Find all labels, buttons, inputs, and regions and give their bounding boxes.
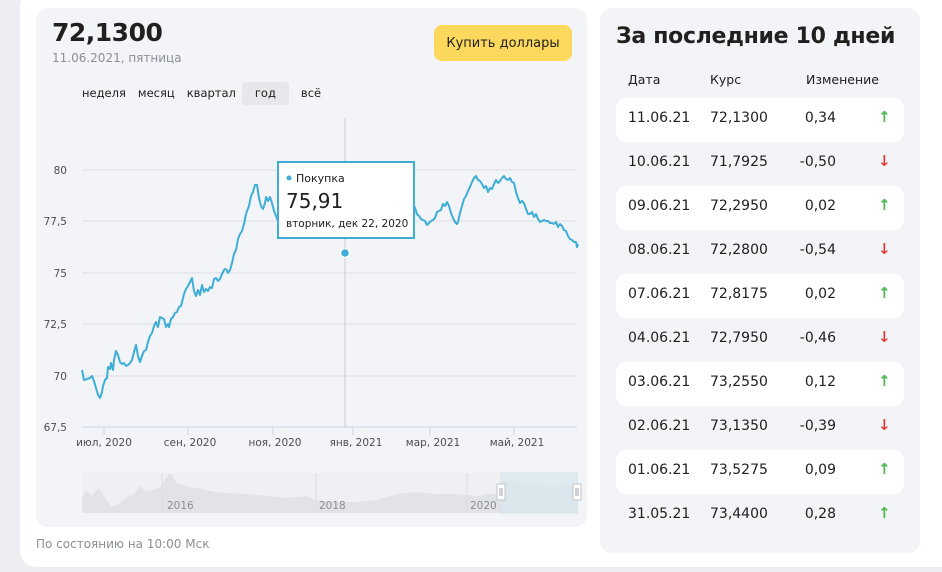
table-row: 11.06.21 72,1300 0,34 ↑ xyxy=(616,98,904,142)
column-header-rate: Курс xyxy=(710,72,742,87)
svg-text:2018: 2018 xyxy=(319,500,346,512)
row-rate: 72,2950 xyxy=(710,198,768,214)
svg-text:2020: 2020 xyxy=(470,500,497,512)
navigator-selected-range xyxy=(500,472,578,514)
row-date: 09.06.21 xyxy=(628,198,691,214)
period-all[interactable]: всё xyxy=(300,86,322,100)
row-change: 0,09 xyxy=(804,462,836,478)
column-header-date: Дата xyxy=(628,72,661,87)
series-dot-icon xyxy=(286,175,292,181)
table-row: 02.06.21 73,1350 -0,39 ↓ xyxy=(616,406,904,450)
row-change: 0,12 xyxy=(804,374,836,390)
arrow-down-icon: ↓ xyxy=(878,240,891,258)
row-change: 0,02 xyxy=(804,198,836,214)
arrow-down-icon: ↓ xyxy=(878,152,891,170)
svg-text:2016: 2016 xyxy=(167,500,194,512)
row-date: 07.06.21 xyxy=(628,286,691,302)
svg-text:67,5: 67,5 xyxy=(44,422,67,434)
table-title: За последние 10 дней xyxy=(616,24,896,49)
navigator-right-handle[interactable] xyxy=(572,483,582,501)
svg-text:75: 75 xyxy=(54,268,67,280)
svg-text:ноя, 2020: ноя, 2020 xyxy=(248,437,301,449)
x-axis-labels: июл, 2020 сен, 2020 ноя, 2020 янв, 2021 … xyxy=(76,437,544,449)
svg-text:77,5: 77,5 xyxy=(44,216,67,228)
column-header-change: Изменение xyxy=(806,72,879,87)
svg-text:Покупка: Покупка xyxy=(296,172,345,185)
row-change: 0,28 xyxy=(804,506,836,522)
arrow-down-icon: ↓ xyxy=(878,328,891,346)
period-year[interactable]: год xyxy=(241,82,289,105)
table-row: 03.06.21 73,2550 0,12 ↑ xyxy=(616,362,904,406)
svg-text:янв, 2021: янв, 2021 xyxy=(330,437,383,449)
navigator-left-handle[interactable] xyxy=(496,483,506,501)
period-quarter[interactable]: квартал xyxy=(186,86,236,100)
table-row: 10.06.21 71,7925 -0,50 ↓ xyxy=(616,142,904,186)
row-date: 08.06.21 xyxy=(628,242,691,258)
row-date: 10.06.21 xyxy=(628,154,691,170)
arrow-up-icon: ↑ xyxy=(878,108,891,126)
row-change: 0,34 xyxy=(804,110,836,126)
period-selector: неделя месяц квартал год всё xyxy=(76,82,327,105)
chart-tooltip: Покупка 75,91 вторник, дек 22, 2020 xyxy=(277,161,415,239)
table-row: 09.06.21 72,2950 0,02 ↑ xyxy=(616,186,904,230)
row-rate: 71,7925 xyxy=(710,154,768,170)
row-date: 03.06.21 xyxy=(628,374,691,390)
arrow-up-icon: ↑ xyxy=(878,284,891,302)
last-10-days-card: За последние 10 дней Дата Курс Изменение… xyxy=(600,8,920,553)
row-rate: 72,7950 xyxy=(710,330,768,346)
svg-text:сен, 2020: сен, 2020 xyxy=(164,437,217,449)
period-month[interactable]: месяц xyxy=(137,86,175,100)
row-date: 04.06.21 xyxy=(628,330,691,346)
svg-text:май, 2021: май, 2021 xyxy=(490,437,545,449)
table-row: 07.06.21 72,8175 0,02 ↑ xyxy=(616,274,904,318)
svg-text:72,5: 72,5 xyxy=(44,319,67,331)
arrow-up-icon: ↑ xyxy=(878,372,891,390)
current-rate: 72,1300 xyxy=(52,18,163,47)
tooltip-point-marker xyxy=(339,247,351,259)
row-change: 0,02 xyxy=(804,286,836,302)
row-date: 01.06.21 xyxy=(628,462,691,478)
table-row: 04.06.21 72,7950 -0,46 ↓ xyxy=(616,318,904,362)
rate-date: 11.06.2021, пятница xyxy=(52,51,182,65)
row-date: 02.06.21 xyxy=(628,418,691,434)
row-change: -0,39 xyxy=(799,418,836,434)
arrow-up-icon: ↑ xyxy=(878,504,891,522)
period-week[interactable]: неделя xyxy=(82,86,126,100)
row-date: 11.06.21 xyxy=(628,110,691,126)
row-rate: 72,2800 xyxy=(710,242,768,258)
range-navigator[interactable]: 2016 2018 2020 xyxy=(82,472,582,514)
row-rate: 72,8175 xyxy=(710,286,768,302)
row-change: -0,46 xyxy=(799,330,836,346)
svg-text:мар, 2021: мар, 2021 xyxy=(406,437,460,449)
table-row: 31.05.21 73,4400 0,28 ↑ xyxy=(616,494,904,538)
row-change: -0,54 xyxy=(799,242,836,258)
row-rate: 73,4400 xyxy=(710,506,768,522)
line-chart[interactable]: 80 77,5 75 72,5 70 67,5 июл, 2020 сен, 2… xyxy=(36,108,587,528)
row-date: 31.05.21 xyxy=(628,506,691,522)
row-rate: 72,1300 xyxy=(710,110,768,126)
svg-text:75,91: 75,91 xyxy=(286,189,343,213)
row-change: -0,50 xyxy=(799,154,836,170)
svg-text:80: 80 xyxy=(54,165,67,177)
arrow-up-icon: ↑ xyxy=(878,460,891,478)
row-rate: 73,2550 xyxy=(710,374,768,390)
svg-text:июл, 2020: июл, 2020 xyxy=(76,437,132,449)
row-rate: 73,1350 xyxy=(710,418,768,434)
svg-text:70: 70 xyxy=(54,371,67,383)
svg-text:вторник, дек 22, 2020: вторник, дек 22, 2020 xyxy=(286,218,408,230)
row-rate: 73,5275 xyxy=(710,462,768,478)
y-axis-labels: 80 77,5 75 72,5 70 67,5 xyxy=(44,165,67,434)
buy-dollars-button[interactable]: Купить доллары xyxy=(434,25,572,61)
rate-timestamp-note: По состоянию на 10:00 Мск xyxy=(36,537,210,551)
arrow-down-icon: ↓ xyxy=(878,416,891,434)
table-row: 08.06.21 72,2800 -0,54 ↓ xyxy=(616,230,904,274)
table-row: 01.06.21 73,5275 0,09 ↑ xyxy=(616,450,904,494)
arrow-up-icon: ↑ xyxy=(878,196,891,214)
rates-table: 11.06.21 72,1300 0,34 ↑ 10.06.21 71,7925… xyxy=(616,98,904,538)
x-axis-ticks xyxy=(103,427,515,435)
chart-card: 72,1300 11.06.2021, пятница Купить долла… xyxy=(36,8,587,527)
